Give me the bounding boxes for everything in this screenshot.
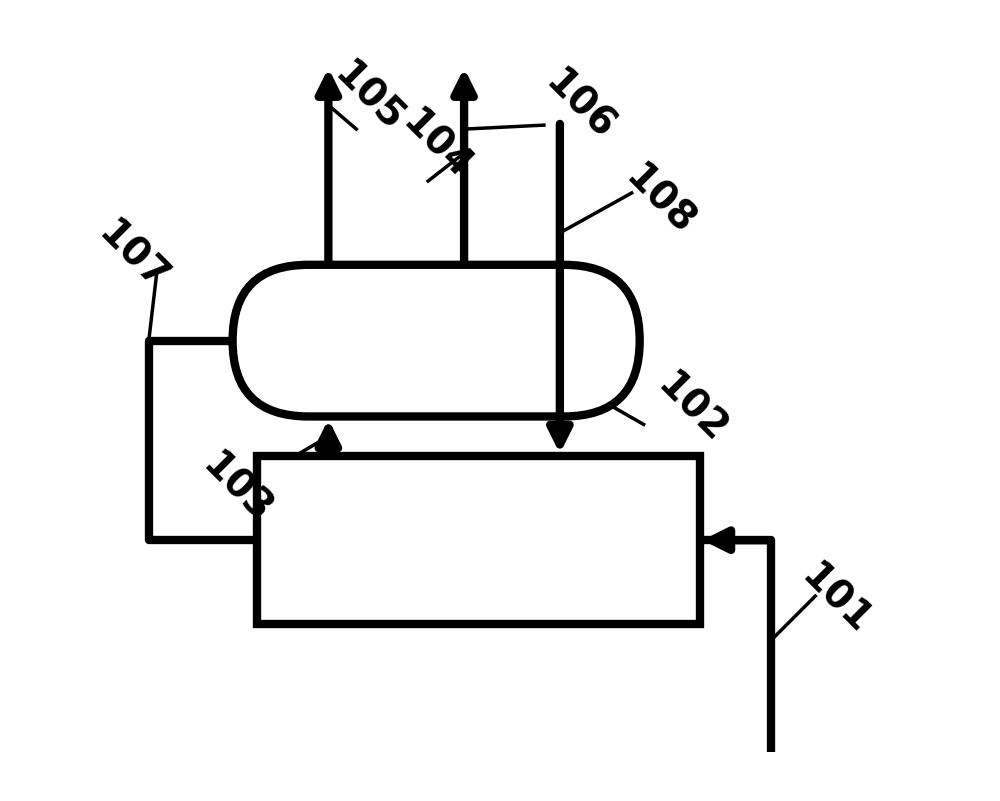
Text: 101: 101	[793, 557, 877, 642]
Text: 106: 106	[538, 63, 622, 147]
Text: 107: 107	[91, 215, 175, 299]
Text: 103: 103	[194, 446, 279, 530]
Text: 102: 102	[649, 366, 734, 451]
Text: 104: 104	[394, 103, 478, 187]
Bar	[257, 457, 700, 624]
Text: 105: 105	[326, 55, 410, 139]
Text: 108: 108	[618, 159, 702, 243]
FancyBboxPatch shape	[233, 265, 640, 417]
